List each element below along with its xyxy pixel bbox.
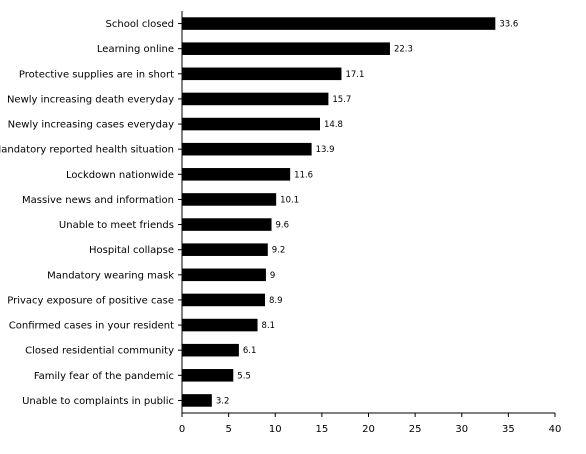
bar [182, 293, 265, 307]
category-label: Newly increasing cases everyday [8, 120, 174, 131]
x-tick-label: 40 [549, 424, 562, 435]
category-label: Privacy exposure of positive case [7, 295, 174, 306]
data-label: 33.6 [499, 20, 518, 30]
category-label: Hospital collapse [89, 245, 174, 256]
x-tick-label: 0 [179, 424, 185, 435]
category-labels-layer: School closed Learning online Protective s… [0, 19, 174, 407]
bar [182, 42, 390, 55]
category-label: Newly increasing death everyday [7, 94, 174, 105]
bar [182, 67, 342, 81]
category-label: Unable to complaints in public [22, 396, 174, 407]
data-label: 15.7 [332, 95, 351, 105]
data-label: 10.1 [280, 195, 299, 205]
bar [182, 193, 277, 206]
data-label: 6.1 [243, 346, 257, 356]
category-label: Protective supplies are in short [19, 69, 174, 80]
bar [182, 243, 268, 256]
category-label: Mandatory reported health situation [0, 145, 174, 156]
data-label: 5.5 [237, 371, 251, 381]
x-tick-label: 5 [225, 424, 231, 435]
data-label: 13.9 [316, 145, 335, 155]
data-label: 9.2 [272, 246, 286, 256]
x-tick-label: 10 [269, 424, 282, 435]
bar [182, 318, 258, 332]
category-label: Unable to meet friends [59, 220, 174, 231]
bars-layer [182, 17, 496, 407]
category-label: Lockdown nationwide [66, 170, 174, 181]
bar [182, 117, 321, 131]
data-label: 11.6 [294, 170, 313, 180]
bar [182, 369, 234, 382]
bar [182, 17, 496, 30]
bar [182, 218, 272, 231]
data-label: 3.2 [216, 396, 230, 406]
bar [182, 92, 329, 106]
category-label: School closed [106, 19, 174, 30]
axes-layer: 0 5 10 15 20 25 30 35 40 [178, 11, 561, 435]
data-label: 9.6 [276, 221, 290, 231]
category-label: Mandatory wearing mask [47, 270, 174, 281]
data-label: 17.1 [345, 70, 364, 80]
bar [182, 142, 312, 156]
x-tick-label: 15 [316, 424, 329, 435]
data-label: 8.9 [269, 296, 283, 306]
category-label: Confirmed cases in your resident [9, 321, 174, 332]
x-tick-label: 35 [502, 424, 515, 435]
x-tick-label: 20 [362, 424, 375, 435]
data-label: 9 [270, 271, 275, 281]
bar [182, 168, 291, 181]
category-label: Family fear of the pandemic [34, 371, 174, 382]
bar [182, 343, 239, 357]
bar [182, 268, 266, 282]
category-label: Massive news and information [22, 195, 174, 206]
category-label: Closed residential community [25, 346, 174, 357]
data-label: 22.3 [394, 45, 413, 55]
bar [182, 394, 212, 407]
data-labels-layer: 33.6 22.3 17.1 15.7 14.8 13.9 11.6 10.1 9.6 9.2 9 8… [216, 20, 518, 407]
data-label: 8.1 [262, 321, 276, 331]
x-tick-label: 25 [409, 424, 422, 435]
data-label: 14.8 [324, 120, 343, 130]
x-tick-label: 30 [455, 424, 468, 435]
category-label: Learning online [97, 44, 174, 55]
